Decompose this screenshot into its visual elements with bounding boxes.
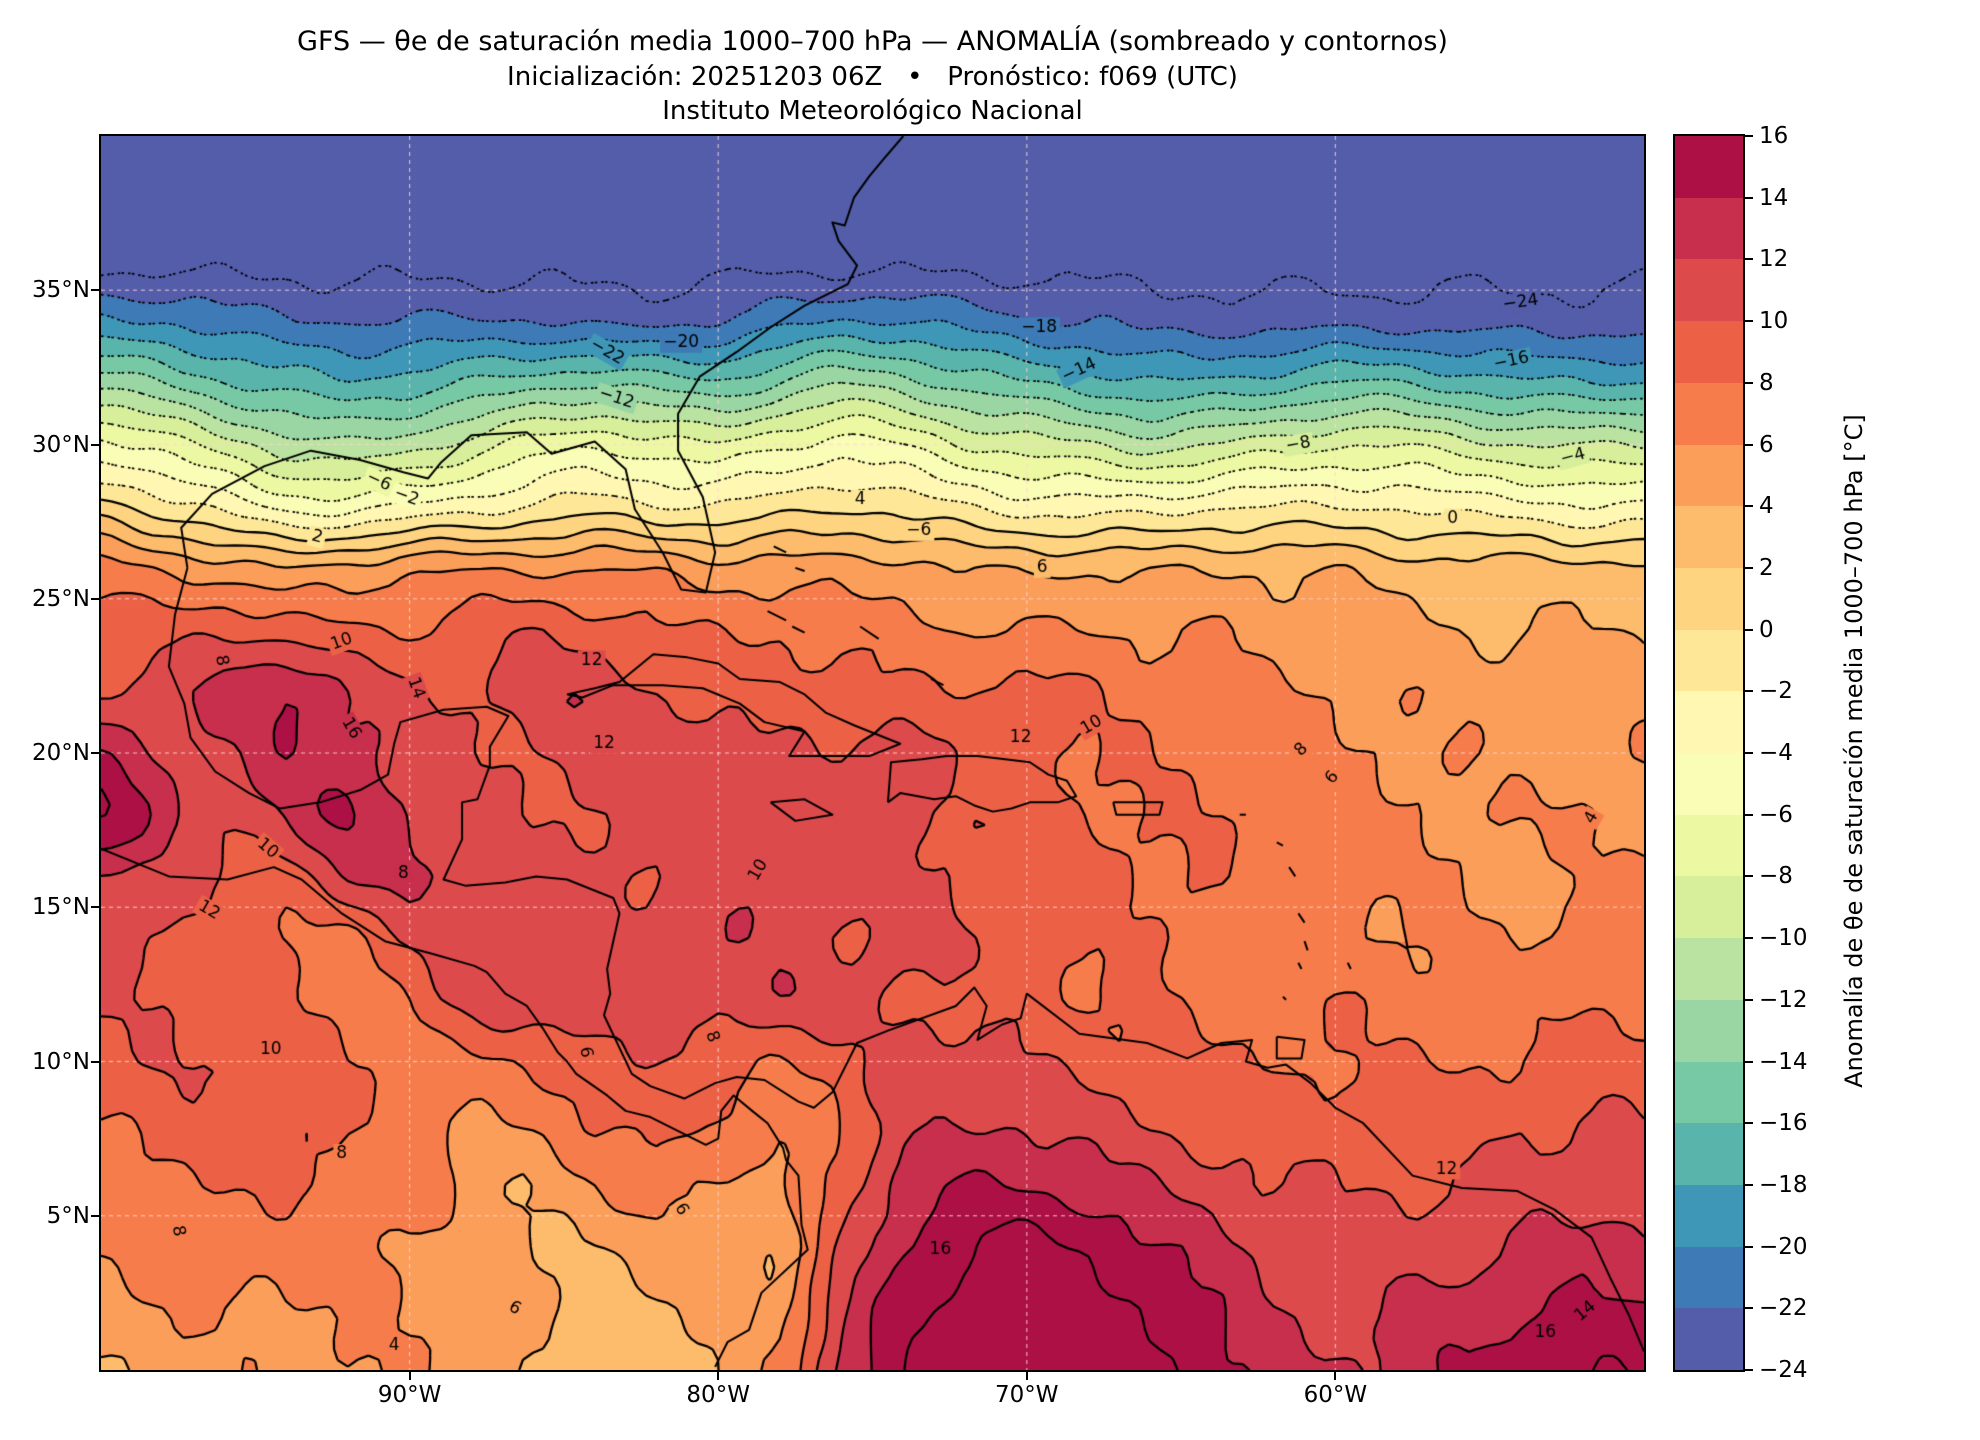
colorbar-tick-mark: [1745, 813, 1753, 816]
x-tick-label: 80°W: [686, 1382, 750, 1408]
colorbar-cell: [1675, 691, 1743, 754]
y-tick-mark: [91, 597, 99, 600]
colorbar-tick-mark: [1745, 937, 1753, 940]
y-tick-label: 35°N: [32, 277, 90, 304]
x-tick-label: 70°W: [995, 1382, 1059, 1408]
colorbar-tick-label: −20: [1759, 1233, 1808, 1260]
colorbar-tick-label: 14: [1759, 184, 1789, 211]
colorbar-tick-mark: [1745, 1245, 1753, 1248]
map-canvas: [101, 136, 1644, 1370]
colorbar-cell: [1675, 197, 1743, 261]
y-tick-mark: [91, 752, 99, 754]
y-tick-label: 10°N: [32, 1048, 90, 1075]
colorbar-tick-mark: [1745, 443, 1753, 446]
colorbar-tick-label: 8: [1759, 369, 1774, 396]
colorbar: [1673, 134, 1745, 1372]
colorbar-cell: [1675, 814, 1743, 878]
y-tick-label: 15°N: [32, 894, 90, 921]
y-tick-mark: [91, 1214, 99, 1217]
y-tick-label: 30°N: [32, 431, 90, 458]
y-tick-mark: [91, 289, 99, 292]
map-frame: [99, 134, 1646, 1372]
y-tick-mark: [91, 443, 99, 446]
colorbar-tick-mark: [1745, 690, 1753, 693]
colorbar-tick-mark: [1745, 566, 1753, 569]
colorbar-tick-mark: [1745, 258, 1753, 261]
colorbar-cell: [1675, 629, 1743, 693]
colorbar-tick-label: −12: [1759, 986, 1808, 1013]
colorbar-tick-mark: [1745, 875, 1753, 878]
colorbar-tick-mark: [1745, 1183, 1753, 1186]
colorbar-tick-mark: [1745, 135, 1753, 137]
colorbar-cell: [1675, 1308, 1743, 1370]
x-tick-label: 90°W: [377, 1382, 442, 1408]
colorbar-tick-mark: [1745, 1060, 1753, 1063]
colorbar-cell: [1675, 567, 1743, 631]
y-tick-label: 20°N: [32, 740, 90, 766]
colorbar-title: Anomalía de θe de saturación media 1000–…: [1840, 414, 1868, 1088]
colorbar-cell: [1675, 506, 1743, 569]
x-tick-label: 60°W: [1303, 1382, 1368, 1408]
colorbar-tick-label: −2: [1759, 678, 1793, 705]
colorbar-cell: [1675, 136, 1743, 199]
colorbar-tick-label: −10: [1759, 925, 1808, 952]
colorbar-tick-mark: [1745, 381, 1753, 384]
colorbar-tick-label: −14: [1759, 1048, 1808, 1075]
colorbar-tick-label: 0: [1759, 616, 1774, 643]
plot-subtitle: Inicialización: 20251203 06Z • Pronóstic…: [507, 62, 1238, 92]
colorbar-cell: [1675, 321, 1743, 384]
x-tick-mark: [408, 1372, 411, 1380]
colorbar-tick-mark: [1745, 1369, 1753, 1371]
x-tick-mark: [1334, 1372, 1337, 1380]
colorbar-tick-label: −8: [1759, 863, 1793, 890]
colorbar-tick-label: 4: [1759, 493, 1774, 520]
colorbar-tick-mark: [1745, 1122, 1753, 1125]
colorbar-cell: [1675, 876, 1743, 940]
y-tick-label: 5°N: [46, 1202, 90, 1229]
colorbar-cell: [1675, 753, 1743, 816]
colorbar-cell: [1675, 938, 1743, 1001]
colorbar-tick-mark: [1745, 1307, 1753, 1310]
colorbar-tick-label: −22: [1759, 1295, 1808, 1322]
colorbar-cell: [1675, 999, 1743, 1063]
colorbar-tick-mark: [1745, 196, 1753, 199]
y-tick-mark: [91, 1060, 99, 1063]
colorbar-tick-mark: [1745, 505, 1753, 508]
colorbar-tick-label: −24: [1759, 1357, 1808, 1383]
colorbar-cell: [1675, 382, 1743, 446]
colorbar-tick-label: −18: [1759, 1171, 1808, 1198]
colorbar-cell: [1675, 444, 1743, 508]
colorbar-cell: [1675, 1246, 1743, 1310]
x-tick-mark: [1025, 1372, 1028, 1380]
colorbar-tick-mark: [1745, 998, 1753, 1001]
colorbar-cell: [1675, 259, 1743, 323]
colorbar-tick-label: 10: [1759, 308, 1789, 335]
colorbar-tick-label: −6: [1759, 801, 1793, 828]
colorbar-tick-mark: [1745, 628, 1753, 631]
plot-institution: Instituto Meteorológico Nacional: [662, 96, 1083, 126]
colorbar-tick-label: −4: [1759, 740, 1793, 766]
header: GFS — θe de saturación media 1000–700 hP…: [101, 24, 1644, 128]
colorbar-cell: [1675, 1184, 1743, 1248]
x-tick-mark: [717, 1372, 720, 1380]
colorbar-cell: [1675, 1061, 1743, 1125]
colorbar-tick-label: −16: [1759, 1110, 1808, 1137]
colorbar-cell: [1675, 1123, 1743, 1186]
colorbar-tick-label: 6: [1759, 431, 1774, 458]
y-tick-mark: [91, 906, 99, 909]
colorbar-tick-label: 12: [1759, 246, 1789, 273]
colorbar-tick-mark: [1745, 752, 1753, 754]
y-tick-label: 25°N: [32, 585, 90, 612]
colorbar-tick-mark: [1745, 320, 1753, 323]
plot-title: GFS — θe de saturación media 1000–700 hP…: [297, 26, 1448, 57]
colorbar-tick-label: 16: [1759, 123, 1789, 149]
colorbar-tick-label: 2: [1759, 554, 1774, 581]
